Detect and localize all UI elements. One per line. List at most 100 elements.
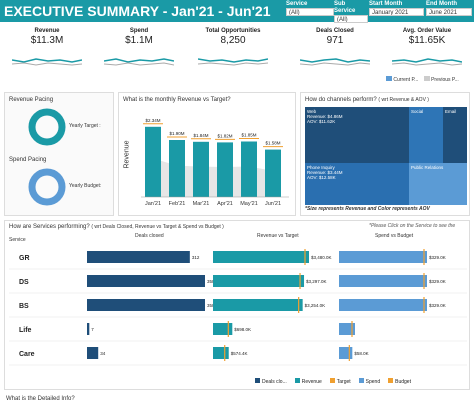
revenue-area — [145, 158, 281, 197]
kpi-sparkline — [392, 58, 462, 66]
spend-value-label: $329.0K — [429, 303, 446, 308]
legend-swatch — [329, 378, 335, 383]
end-month-filter[interactable]: End Month June 2021 — [426, 1, 472, 21]
bar-value-label: $1.84M — [193, 133, 208, 138]
sub-service-filter[interactable]: Sub Service (All) — [334, 1, 368, 23]
bar-May'21 — [241, 141, 257, 197]
deals-bar — [87, 323, 90, 335]
kpi-label: Deals Closed — [316, 28, 354, 34]
tile-pr[interactable]: Public Relations — [409, 163, 467, 205]
bar-value-label: $2.34M — [145, 118, 160, 123]
sub-service-filter-value[interactable]: (All) — [334, 15, 368, 23]
sub-service-filter-label: Sub Service — [334, 1, 356, 14]
bar-Feb'21 — [169, 140, 185, 197]
monthly-bar-chart: $2.34M Jan'21 $1.90M Feb'21 $1.84M Mar'21 $1.8… — [141, 118, 289, 207]
kpi-sparkline — [198, 58, 268, 66]
bar-value-label: $1.58M — [265, 141, 280, 146]
start-month-filter[interactable]: Start Month January 2021 — [369, 1, 424, 21]
monthly-ylabel: Revenue — [123, 140, 131, 169]
legend-item: Deals clo... — [255, 378, 287, 385]
end-month-value[interactable]: June 2021 — [426, 8, 472, 16]
legend-item: Budget — [388, 378, 411, 385]
revenue-bar — [213, 251, 309, 263]
month-tick-label: Jan'21 — [145, 201, 161, 207]
revenue-bar — [213, 323, 233, 335]
legend-item: Revenue — [294, 378, 322, 385]
revenue-value-label: $3,480.0K — [311, 255, 332, 260]
spend-value-label: $58.0K — [354, 351, 368, 356]
tile-web[interactable]: Web Revenue: $4.86M AOV: $11.62K — [305, 107, 409, 163]
revenue-value-label: $3,254.0K — [305, 303, 326, 308]
col-revenue: Revenue vs Target — [257, 233, 299, 239]
service-label: GR — [19, 255, 30, 262]
monthly-revenue-panel: What is the monthly Revenue vs Target? R… — [118, 92, 296, 216]
tile-phone-name: Phone Inquiry — [307, 165, 335, 170]
services-chart[interactable]: GR 312 $3,480.0K $329.0K DS 358 $3,297.0K $329.… — [5, 243, 471, 373]
col-deals: Deals closed — [135, 233, 164, 239]
tile-phone[interactable]: Phone Inquiry Revenue: $3.44M AOV: $12.5… — [305, 163, 409, 205]
deals-bar — [87, 251, 190, 263]
col-service: Service — [9, 237, 26, 243]
revenue-bar — [213, 347, 229, 359]
kpi-value: $11.65K — [408, 35, 446, 46]
deals-value-label: 358 — [207, 303, 215, 308]
start-month-value[interactable]: January 2021 — [369, 8, 424, 16]
current-swatch — [386, 76, 392, 81]
service-filter-value[interactable]: (All) — [286, 8, 334, 16]
kpi-value: 971 — [326, 35, 344, 46]
tile-email[interactable]: Email — [443, 107, 467, 163]
services-legend: Deals clo... Revenue Target Spend Budget — [255, 378, 411, 385]
previous-swatch — [423, 76, 430, 81]
legend-label: Target — [336, 379, 351, 385]
monthly-chart-title: What is the monthly Revenue vs Target? — [123, 97, 231, 103]
kpi-label: Spend — [129, 28, 149, 34]
bar-value-label: $1.82M — [217, 133, 232, 138]
tile-pr-name: Public Relations — [411, 165, 444, 170]
deals-bar — [87, 275, 205, 287]
legend-swatch — [255, 378, 260, 383]
channels-subtitle: ( wrt Revenue & AOV ) — [378, 97, 429, 103]
kpi-value: $1.1M — [125, 35, 153, 46]
kpi-sparkline — [12, 58, 82, 66]
kpi-value: 8,250 — [220, 35, 246, 46]
legend-item: Target — [329, 378, 351, 385]
deals-value-label: 312 — [192, 255, 200, 260]
bar-Apr'21 — [217, 142, 233, 197]
month-tick-label: Jun'21 — [265, 201, 281, 207]
bar-Jun'21 — [265, 149, 281, 197]
kpi-value: $11.3M — [30, 35, 64, 46]
spend-pacing-title: Spend Pacing — [9, 157, 47, 163]
channels-title: How do channels perform? ( wrt Revenue &… — [305, 97, 429, 103]
service-filter[interactable]: Service (All) — [286, 1, 334, 21]
kpi-label: Revenue — [34, 28, 60, 34]
tile-social-name: Social — [411, 109, 424, 114]
bar-value-label: $1.85M — [241, 133, 256, 138]
month-tick-label: May'21 — [240, 201, 258, 207]
col-spend: Spend vs Budget — [375, 233, 414, 239]
legend-label: Spend — [365, 379, 381, 385]
channels-note: *Size represents Revenue and Color repre… — [305, 206, 430, 212]
bar-Mar'21 — [193, 141, 209, 197]
spend-bar — [339, 347, 353, 359]
services-note: *Please Click on the Service to see the — [369, 223, 456, 229]
bar-Jan'21 — [145, 126, 161, 197]
tile-web-line2: AOV: $11.62K — [307, 119, 336, 124]
services-panel: How are Services performing? ( wrt Deals… — [4, 220, 470, 390]
spend-bar — [339, 275, 427, 287]
tile-phone-line2: AOV: $12.58K — [307, 175, 336, 180]
service-label: Life — [19, 327, 32, 334]
tile-social[interactable]: Social — [409, 107, 443, 163]
deals-bar — [87, 347, 99, 359]
yearly-target-label: Yearly Target : — [69, 123, 101, 129]
month-tick-label: Feb'21 — [169, 201, 186, 207]
service-label: BS — [19, 303, 29, 310]
service-label: DS — [19, 279, 29, 286]
legend-previous: Previous P... — [431, 77, 459, 83]
spend-value-label: $329.0K — [429, 279, 446, 284]
legend-label: Deals clo... — [262, 379, 287, 385]
tile-email-name: Email — [445, 109, 457, 114]
header-bar: EXECUTIVE SUMMARY - Jan'21 - Jun'21 Serv… — [0, 0, 474, 23]
deals-value-label: 34 — [100, 351, 106, 356]
legend-swatch — [294, 378, 300, 383]
kpi-legend: Current P... Previous P... — [386, 76, 459, 83]
